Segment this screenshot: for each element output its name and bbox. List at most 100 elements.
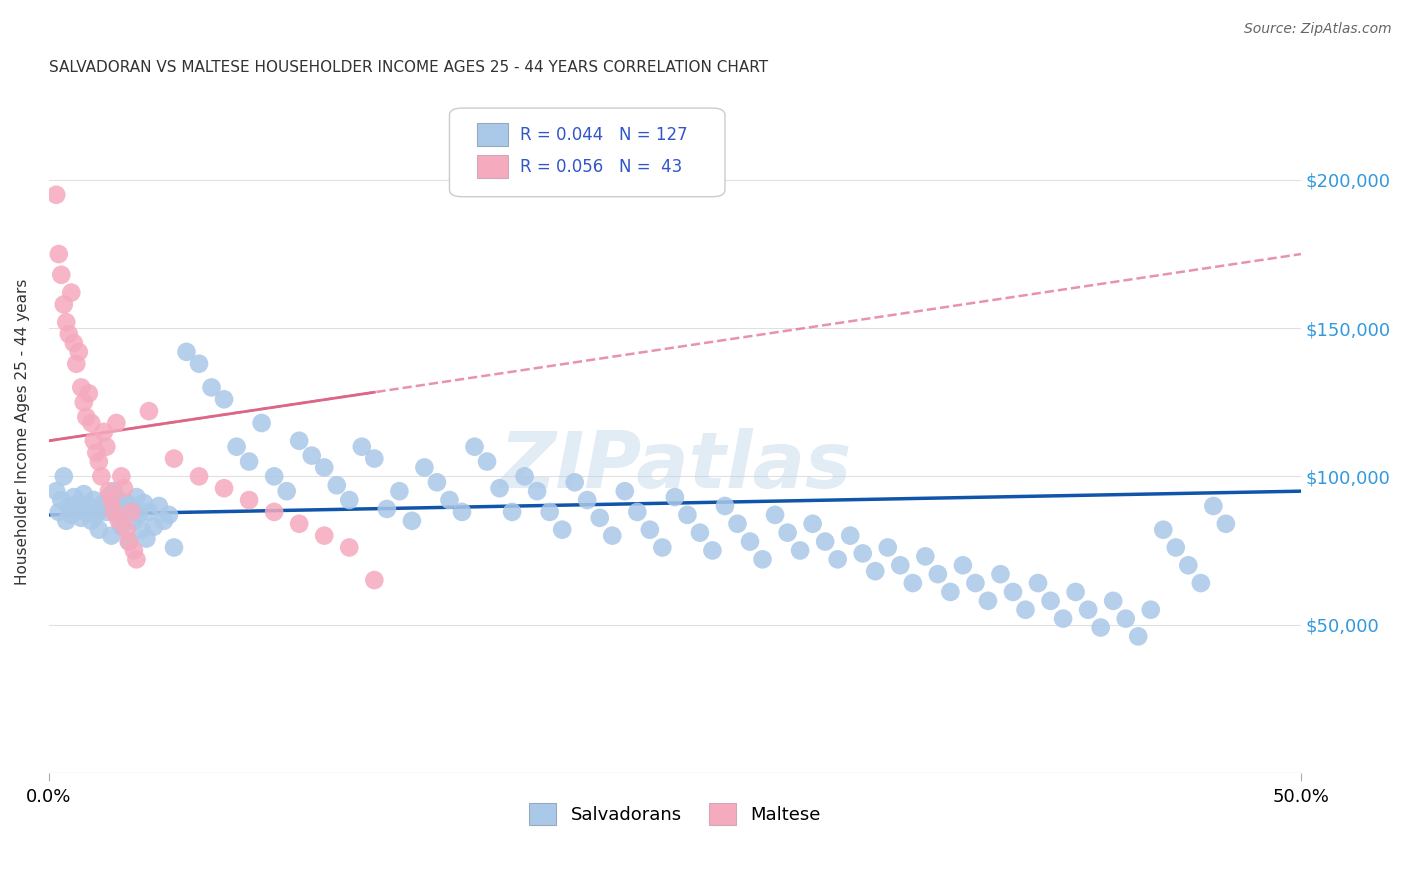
Point <box>1189 576 1212 591</box>
Point <box>965 576 987 591</box>
Point <box>714 499 737 513</box>
Point <box>776 525 799 540</box>
Point <box>927 567 949 582</box>
Point <box>626 505 648 519</box>
Text: SALVADORAN VS MALTESE HOUSEHOLDER INCOME AGES 25 - 44 YEARS CORRELATION CHART: SALVADORAN VS MALTESE HOUSEHOLDER INCOME… <box>49 60 768 75</box>
Point <box>200 380 222 394</box>
Point <box>45 484 67 499</box>
Point <box>125 490 148 504</box>
Point <box>138 404 160 418</box>
Point <box>142 520 165 534</box>
Point <box>131 523 153 537</box>
Point <box>225 440 247 454</box>
Point <box>67 496 90 510</box>
Point <box>70 511 93 525</box>
Point <box>564 475 586 490</box>
Point <box>889 558 911 573</box>
Point <box>103 505 125 519</box>
Point <box>727 516 749 531</box>
Point <box>1115 612 1137 626</box>
Point <box>314 460 336 475</box>
Point <box>75 410 97 425</box>
Point <box>901 576 924 591</box>
Point <box>100 493 122 508</box>
Point <box>702 543 724 558</box>
Point <box>977 594 1000 608</box>
Point <box>115 496 138 510</box>
Point <box>513 469 536 483</box>
Point <box>990 567 1012 582</box>
Point <box>51 268 73 282</box>
Point <box>1026 576 1049 591</box>
Point <box>60 285 83 300</box>
Point <box>676 508 699 522</box>
Point <box>613 484 636 499</box>
Point <box>501 505 523 519</box>
Point <box>1014 603 1036 617</box>
Point <box>1001 585 1024 599</box>
Point <box>401 514 423 528</box>
Text: R = 0.056   N =  43: R = 0.056 N = 43 <box>520 158 682 176</box>
Point <box>852 546 875 560</box>
Point <box>413 460 436 475</box>
Point <box>839 528 862 542</box>
Point <box>70 380 93 394</box>
Point <box>120 505 142 519</box>
Point <box>526 484 548 499</box>
Point <box>80 416 103 430</box>
Point <box>45 187 67 202</box>
Point <box>112 502 135 516</box>
Point <box>163 451 186 466</box>
Point <box>801 516 824 531</box>
Point <box>58 327 80 342</box>
Point <box>263 505 285 519</box>
Point <box>188 469 211 483</box>
Point <box>83 493 105 508</box>
Point <box>914 549 936 564</box>
Point <box>1077 603 1099 617</box>
Point <box>77 386 100 401</box>
Text: Source: ZipAtlas.com: Source: ZipAtlas.com <box>1244 22 1392 37</box>
Point <box>1064 585 1087 599</box>
Point <box>363 451 385 466</box>
Point <box>100 528 122 542</box>
Point <box>238 454 260 468</box>
Point <box>1039 594 1062 608</box>
Point <box>77 499 100 513</box>
Point <box>188 357 211 371</box>
Point <box>90 502 112 516</box>
Point <box>62 336 84 351</box>
Point <box>576 493 599 508</box>
Point <box>814 534 837 549</box>
Point <box>128 508 150 522</box>
Point <box>1139 603 1161 617</box>
Point <box>118 534 141 549</box>
Point <box>97 484 120 499</box>
Point <box>865 564 887 578</box>
Point <box>108 514 131 528</box>
Point <box>73 395 96 409</box>
Point <box>212 481 235 495</box>
Point <box>62 490 84 504</box>
Point <box>664 490 686 504</box>
Point <box>751 552 773 566</box>
Point <box>375 502 398 516</box>
Point <box>75 505 97 519</box>
Y-axis label: Householder Income Ages 25 - 44 years: Householder Income Ages 25 - 44 years <box>15 278 30 585</box>
Point <box>250 416 273 430</box>
Point <box>153 514 176 528</box>
Point <box>86 445 108 459</box>
Point <box>96 440 118 454</box>
Point <box>110 520 132 534</box>
Point <box>110 469 132 483</box>
Point <box>475 454 498 468</box>
Point <box>60 508 83 522</box>
Point <box>314 528 336 542</box>
Point <box>51 493 73 508</box>
Point <box>80 514 103 528</box>
Point <box>350 440 373 454</box>
Point <box>97 490 120 504</box>
Point <box>86 508 108 522</box>
Point <box>163 541 186 555</box>
Point <box>87 523 110 537</box>
